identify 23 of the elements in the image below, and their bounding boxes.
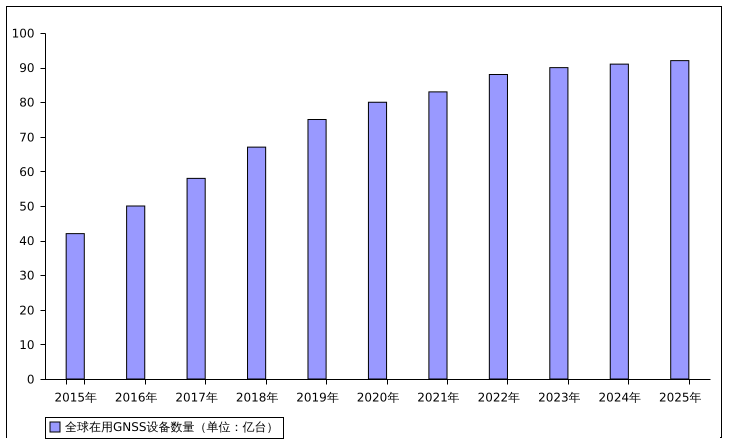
- y-tick-label: 0: [26, 372, 34, 386]
- x-tick-label: 2020年: [356, 390, 400, 404]
- x-tick-label: 2023年: [538, 390, 581, 404]
- y-tick-label: 50: [19, 200, 34, 214]
- y-tick-label: 90: [19, 61, 34, 76]
- x-tick-label: 2018年: [236, 390, 278, 404]
- x-tick-label: 2024年: [598, 390, 642, 404]
- y-tick-label: 60: [19, 164, 34, 179]
- x-tick-label: 2017年: [175, 390, 218, 404]
- legend-label: 全球在用GNSS设备数量（单位：亿台）: [65, 420, 279, 434]
- y-tick-label: 10: [19, 338, 34, 352]
- y-tick-label: 70: [19, 130, 34, 144]
- x-tick-label: 2025年: [659, 390, 702, 404]
- y-tick-label: 100: [12, 26, 34, 40]
- y-tick-label: 80: [19, 96, 34, 110]
- x-tick-label: 2015年: [54, 390, 97, 404]
- x-tick-label: 2016年: [114, 390, 158, 404]
- x-tick-label: 2021年: [417, 390, 460, 404]
- y-tick-label: 20: [19, 303, 34, 318]
- y-tick-label: 40: [19, 234, 34, 248]
- y-tick-label: 30: [19, 268, 34, 283]
- x-tick-label: 2019年: [296, 390, 339, 404]
- x-tick-label: 2022年: [478, 390, 520, 404]
